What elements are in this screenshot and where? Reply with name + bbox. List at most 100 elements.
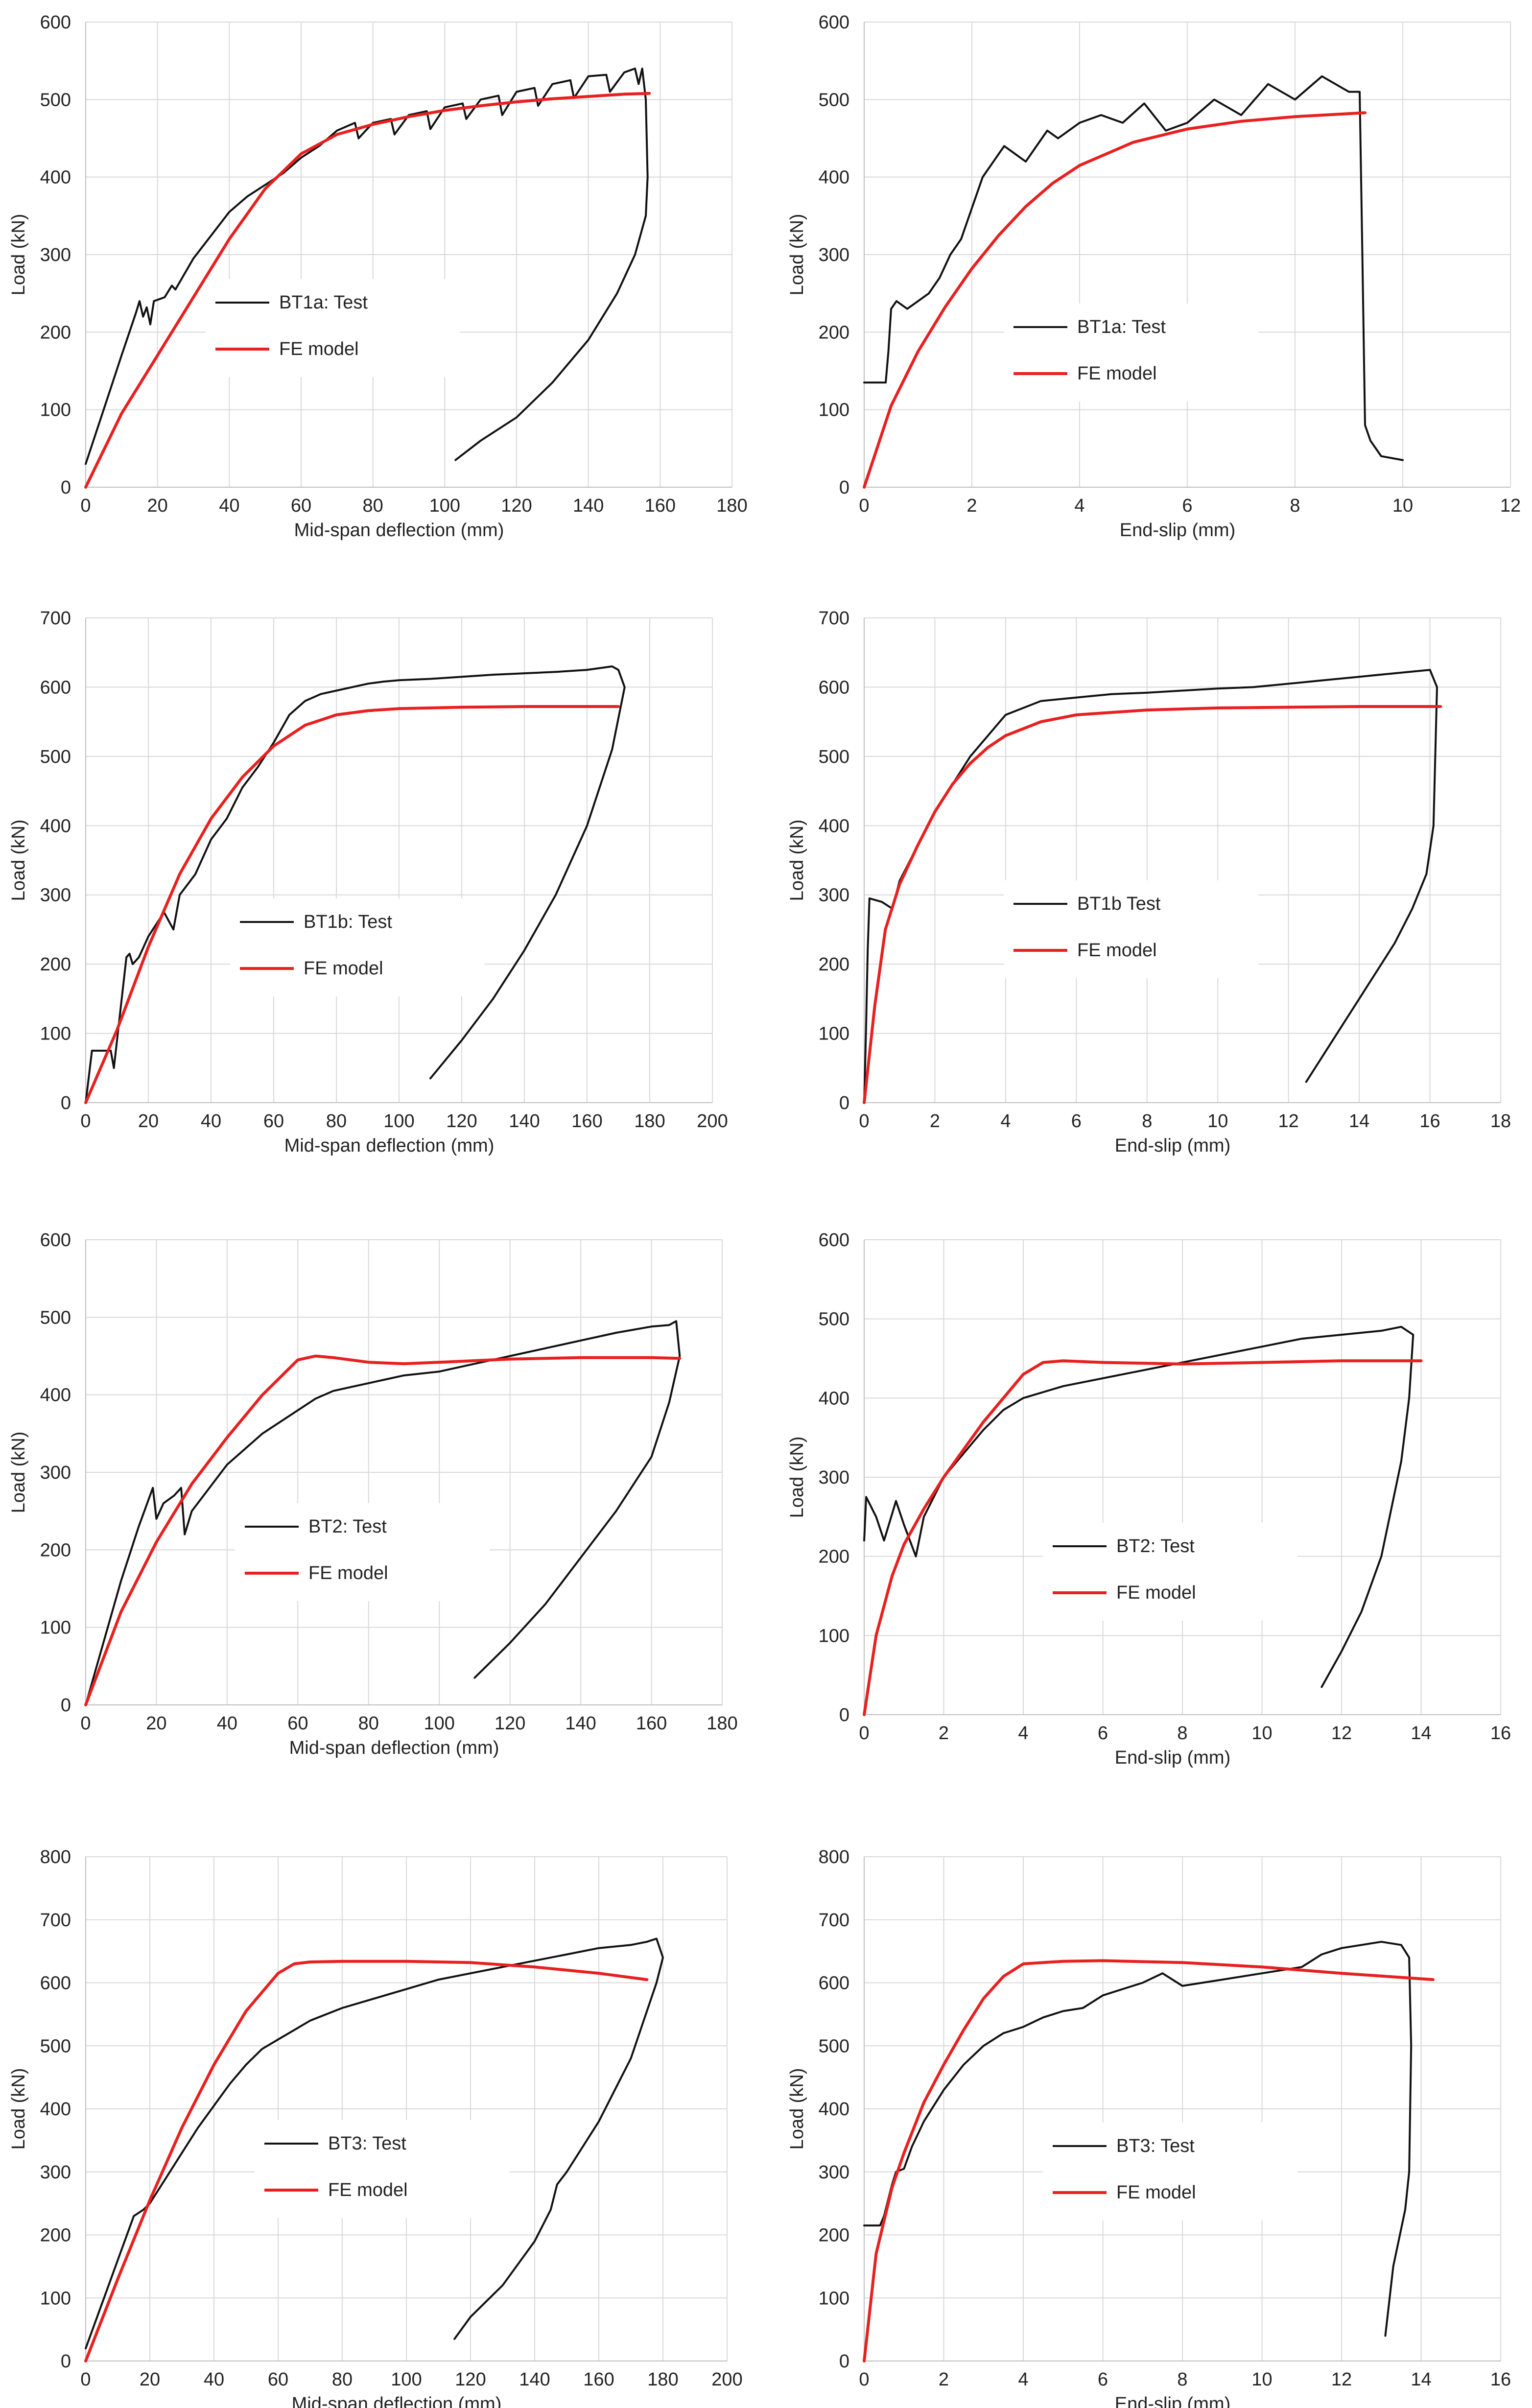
- x-tick-label: 100: [429, 496, 460, 516]
- x-tick-label: 40: [217, 1713, 237, 1734]
- legend: BT3: Test FE model: [255, 2120, 509, 2218]
- x-tick-label: 14: [1349, 1111, 1369, 1132]
- y-tick-label: 600: [819, 677, 849, 698]
- chart-panel-bt1a-deflection: 0 20 40 60 80 100 120 140 160 180 0 100 200 300 400 500…: [8, 12, 748, 541]
- y-tick-label: 100: [819, 1626, 849, 1646]
- y-tick-label: 500: [40, 2036, 71, 2056]
- x-tick-label: 8: [1290, 496, 1300, 516]
- y-axis-label: Load (kN): [8, 2068, 29, 2150]
- y-tick-label: 500: [40, 1307, 71, 1328]
- x-tick-label: 120: [501, 496, 532, 516]
- x-tick-label: 180: [647, 2369, 678, 2390]
- y-tick-label: 300: [40, 1463, 71, 1483]
- x-tick-label: 6: [1071, 1111, 1082, 1132]
- y-tick-label: 800: [40, 1847, 71, 1867]
- x-tick-label: 10: [1207, 1111, 1228, 1132]
- legend: BT1a: Test FE model: [1004, 304, 1258, 401]
- y-tick-label: 600: [40, 1230, 71, 1251]
- x-tick-label: 140: [519, 2369, 550, 2390]
- x-tick-label: 0: [859, 496, 869, 516]
- y-tick-label: 0: [61, 2351, 71, 2372]
- y-tick-label: 500: [819, 747, 849, 767]
- y-tick-label: 200: [40, 2225, 71, 2246]
- legend-entry-label: BT3: Test: [328, 2133, 406, 2154]
- x-tick-label: 160: [583, 2369, 614, 2390]
- y-tick-label: 400: [40, 167, 71, 188]
- x-axis-label: End-slip (mm): [1115, 1135, 1230, 1156]
- y-axis-label: Load (kN): [787, 820, 807, 901]
- x-tick-label: 160: [645, 496, 676, 516]
- x-axis-label: Mid-span deflection (mm): [294, 520, 504, 541]
- x-axis-label: End-slip (mm): [1120, 520, 1235, 541]
- legend-entry-label: FE model: [1077, 363, 1157, 384]
- x-tick-label: 0: [80, 1713, 91, 1734]
- legend-entry-label: BT1a: Test: [1077, 317, 1166, 337]
- y-tick-label: 700: [819, 608, 849, 629]
- legend-background: [1043, 1523, 1297, 1621]
- legend-background: [1004, 304, 1258, 401]
- legend: BT1a: Test FE model: [206, 279, 460, 377]
- y-tick-label: 500: [819, 1309, 849, 1330]
- x-tick-label: 140: [509, 1111, 540, 1132]
- y-tick-label: 600: [819, 12, 849, 33]
- y-tick-label: 300: [40, 2162, 71, 2183]
- y-tick-label: 200: [40, 954, 71, 975]
- x-tick-label: 100: [391, 2369, 422, 2390]
- x-tick-label: 4: [1018, 1723, 1028, 1744]
- x-tick-label: 200: [711, 2369, 742, 2390]
- legend: BT1b: Test FE model: [230, 898, 485, 996]
- x-tick-label: 16: [1419, 1111, 1440, 1132]
- y-tick-label: 700: [40, 608, 71, 629]
- x-tick-label: 16: [1490, 2369, 1511, 2390]
- x-tick-label: 4: [1000, 1111, 1011, 1132]
- x-tick-label: 20: [147, 496, 168, 516]
- y-tick-label: 0: [839, 1093, 849, 1113]
- x-tick-label: 10: [1251, 2369, 1272, 2390]
- x-tick-label: 0: [80, 1111, 91, 1132]
- x-tick-label: 40: [219, 496, 239, 516]
- y-tick-label: 100: [40, 1618, 71, 1638]
- chart-panel-bt1b-deflection: 0 20 40 60 80 100 120 140 160 180 200 0 100 200 300 400…: [8, 608, 728, 1156]
- y-tick-label: 500: [40, 90, 71, 110]
- y-tick-label: 200: [819, 954, 849, 975]
- test-series-line: [85, 68, 649, 465]
- legend: BT3: Test FE model: [1043, 2123, 1297, 2220]
- y-tick-label: 400: [40, 1385, 71, 1406]
- y-tick-label: 200: [40, 1540, 71, 1560]
- x-tick-label: 40: [201, 1111, 221, 1132]
- x-tick-label: 120: [495, 1713, 525, 1734]
- x-tick-label: 120: [446, 1111, 477, 1132]
- x-tick-label: 120: [455, 2369, 486, 2390]
- x-tick-label: 80: [363, 496, 383, 516]
- y-tick-label: 200: [40, 322, 71, 343]
- y-tick-label: 100: [819, 1024, 849, 1044]
- y-axis-label: Load (kN): [787, 214, 807, 296]
- x-tick-label: 4: [1074, 496, 1084, 516]
- x-tick-label: 180: [716, 496, 747, 516]
- x-tick-label: 180: [707, 1713, 737, 1734]
- y-tick-label: 600: [40, 1973, 71, 1994]
- x-tick-label: 6: [1098, 1723, 1108, 1744]
- y-tick-label: 300: [819, 885, 849, 906]
- x-tick-label: 40: [204, 2369, 224, 2390]
- y-tick-label: 300: [819, 2162, 849, 2183]
- x-tick-label: 18: [1490, 1111, 1511, 1132]
- x-tick-label: 4: [1018, 2369, 1028, 2390]
- legend-entry-label: FE model: [308, 1563, 388, 1583]
- y-tick-label: 100: [819, 400, 849, 421]
- legend-entry-label: FE model: [279, 339, 359, 359]
- y-tick-label: 300: [40, 885, 71, 906]
- x-tick-label: 80: [358, 1713, 379, 1734]
- y-tick-label: 100: [40, 2288, 71, 2309]
- x-tick-label: 20: [140, 2369, 160, 2390]
- x-tick-label: 60: [287, 1713, 308, 1734]
- legend: BT2: Test FE model: [1043, 1523, 1297, 1621]
- y-tick-label: 400: [40, 816, 71, 836]
- x-tick-label: 6: [1182, 496, 1192, 516]
- x-tick-label: 0: [859, 1723, 869, 1744]
- x-tick-label: 16: [1490, 1723, 1511, 1744]
- x-tick-label: 6: [1098, 2369, 1108, 2390]
- chart-panel-bt1a-slip: 0 2 4 6 8 10 12 0 100 200 300 400 500 600 End-slip (mm…: [787, 12, 1521, 541]
- chart-panel-bt3-slip: 0 2 4 6 8 10 12 14 16 0 100 200 300 400 500 600 700 800 En…: [787, 1847, 1511, 2408]
